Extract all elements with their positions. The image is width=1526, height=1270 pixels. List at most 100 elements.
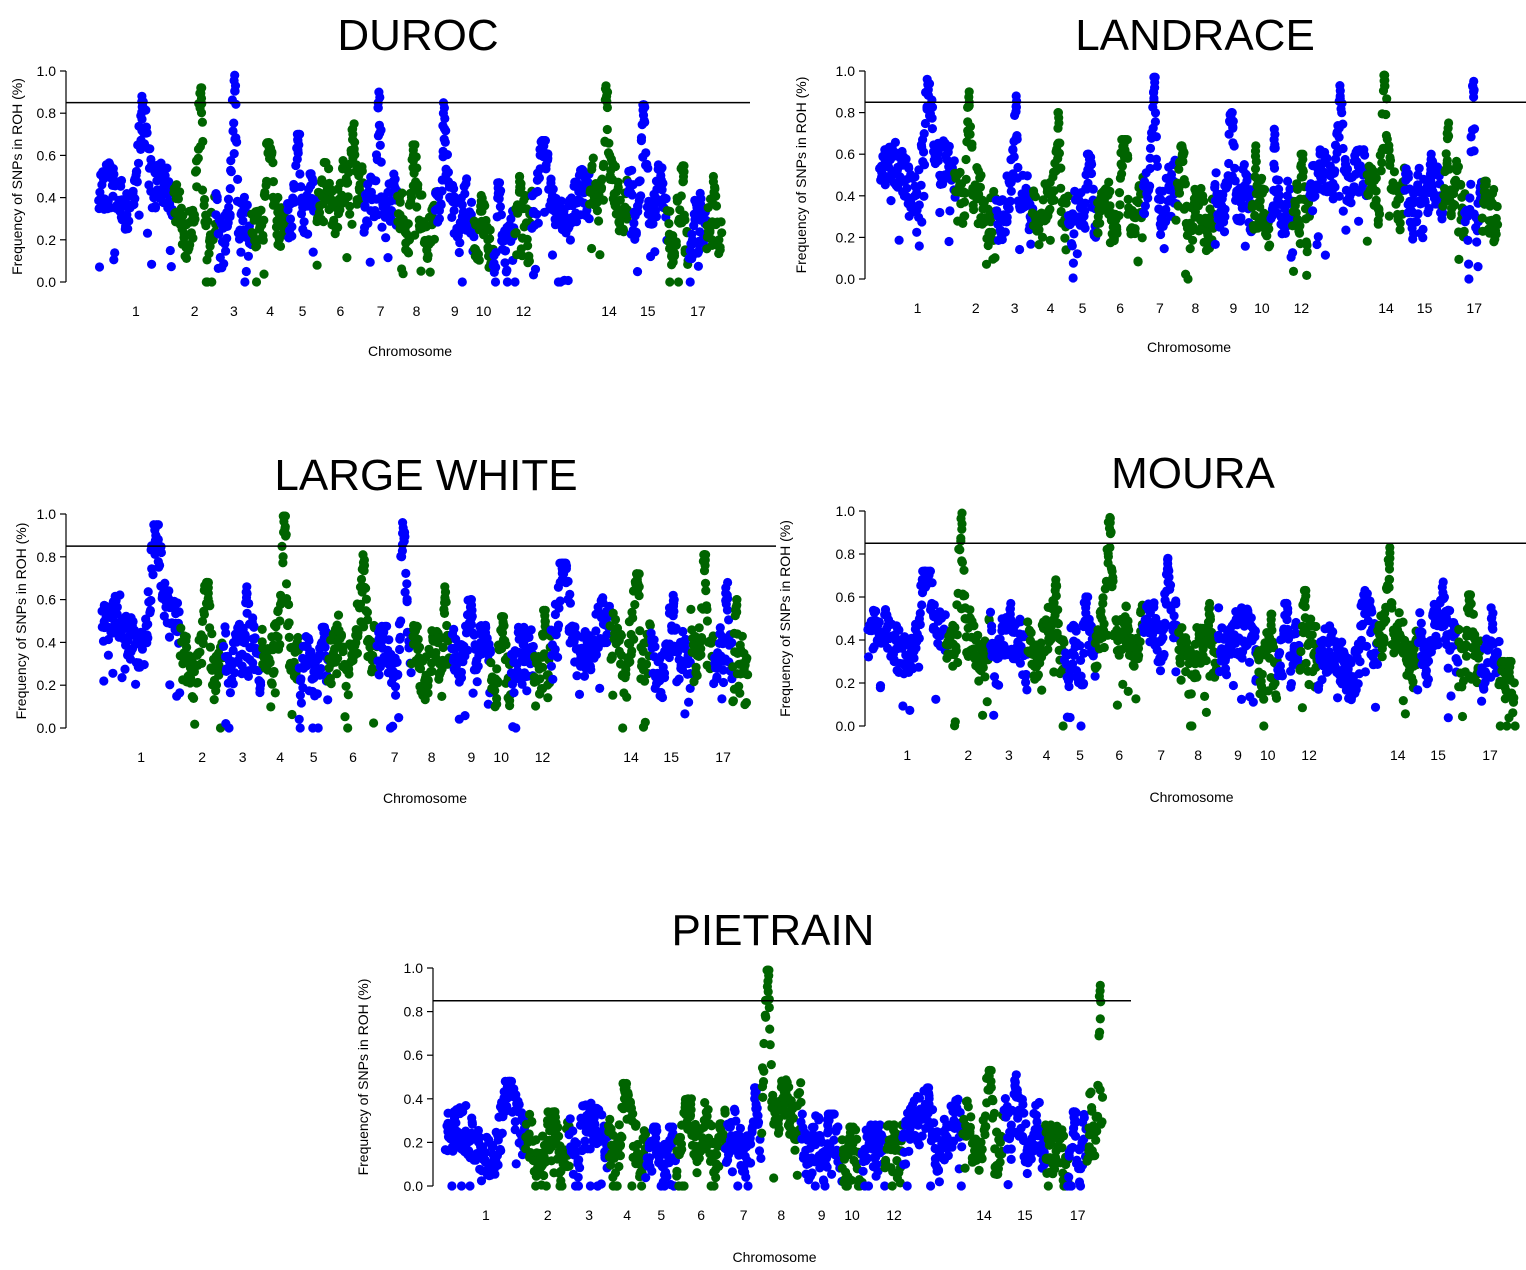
- snp-point: [225, 184, 235, 194]
- snp-point: [541, 164, 551, 174]
- x-tick-label: 7: [1156, 300, 1164, 316]
- y-tick-label: 0.4: [836, 188, 856, 204]
- snp-point: [657, 163, 667, 173]
- snp-point: [588, 153, 598, 163]
- snp-point: [553, 652, 563, 662]
- snp-point: [1056, 183, 1066, 193]
- snp-peak-point: [1228, 123, 1238, 133]
- snp-point: [961, 154, 971, 165]
- snp-point: [1155, 666, 1166, 676]
- snp-point: [1473, 262, 1483, 272]
- snp-peak-point: [197, 99, 207, 109]
- snp-point: [1403, 172, 1413, 183]
- snp-point: [287, 231, 297, 241]
- snp-point: [1371, 195, 1381, 205]
- snp-point: [441, 126, 451, 136]
- snp-point: [457, 200, 467, 210]
- snp-point: [1200, 691, 1210, 702]
- snp-point: [917, 217, 927, 227]
- snp-point: [565, 589, 575, 600]
- snp-point: [944, 236, 954, 247]
- snp-point: [1180, 179, 1190, 189]
- snp-point: [146, 595, 156, 606]
- snp-point: [1143, 193, 1153, 203]
- snp-point: [1230, 163, 1240, 173]
- snp-point: [454, 247, 464, 258]
- snp-point: [1384, 575, 1395, 585]
- snp-point: [241, 266, 251, 277]
- snp-point: [501, 640, 511, 650]
- snp-point: [510, 277, 520, 287]
- y-tick-label: 0.6: [836, 146, 856, 162]
- snp-point: [1053, 605, 1063, 615]
- snp-point: [919, 147, 929, 157]
- snp-point: [735, 688, 745, 698]
- snp-point: [164, 586, 174, 596]
- snp-point: [1469, 124, 1480, 134]
- snp-point: [1171, 599, 1181, 609]
- snp-point: [627, 646, 637, 656]
- snp-peak-point: [373, 103, 383, 113]
- snp-point: [945, 206, 955, 216]
- snp-point: [495, 202, 505, 212]
- snp-point: [914, 200, 924, 210]
- snp-point: [233, 174, 243, 184]
- snp-point: [701, 586, 711, 596]
- snp-point: [952, 630, 962, 640]
- snp-point: [641, 659, 652, 669]
- snp-point: [131, 679, 141, 689]
- snp-peak-point: [359, 566, 369, 576]
- snp-peak-point: [1282, 615, 1292, 625]
- snp-point: [491, 262, 501, 272]
- snp-point: [145, 605, 155, 616]
- snp-point: [270, 688, 280, 698]
- snp-point: [1185, 244, 1195, 254]
- snp-point: [1308, 206, 1318, 216]
- snp-point: [987, 621, 997, 631]
- snp-point: [382, 621, 392, 631]
- snp-point: [509, 688, 519, 698]
- snp-point: [727, 638, 737, 648]
- snp-point: [130, 194, 140, 204]
- snp-point: [296, 182, 306, 192]
- y-tick-label: 0.4: [836, 632, 856, 648]
- snp-point: [586, 665, 596, 675]
- snp-point: [1244, 657, 1255, 667]
- snp-point: [362, 607, 372, 617]
- snp-point: [437, 186, 447, 196]
- snp-point: [592, 206, 603, 216]
- y-tick-label: 1.0: [37, 63, 57, 79]
- snp-point: [692, 670, 702, 681]
- snp-point: [223, 194, 234, 204]
- snp-peak-point: [1238, 619, 1248, 629]
- snp-point: [1273, 175, 1284, 185]
- snp-point: [172, 598, 183, 608]
- snp-peak-point: [538, 151, 549, 162]
- snp-point: [1400, 709, 1410, 719]
- snp-point: [978, 710, 988, 720]
- snp-point: [1221, 670, 1232, 680]
- snp-point: [256, 205, 266, 215]
- snp-point: [196, 108, 207, 118]
- snp-peak-point: [137, 107, 147, 117]
- snp-point: [565, 235, 576, 245]
- snp-point: [643, 163, 653, 173]
- y-axis-title: Frequency of SNPs in ROH (%): [13, 523, 29, 720]
- snp-point: [108, 668, 118, 678]
- snp-point: [265, 658, 275, 668]
- snp-point: [679, 210, 689, 220]
- x-axis-title: Chromosome: [368, 343, 452, 359]
- snp-point: [178, 211, 188, 221]
- snp-point: [403, 219, 413, 229]
- snp-point: [1090, 671, 1100, 681]
- snp-point: [182, 642, 192, 653]
- snp-point: [394, 713, 404, 723]
- snp-point: [1337, 108, 1347, 118]
- snp-point: [1442, 155, 1452, 166]
- snp-point: [1454, 254, 1464, 264]
- y-tick-label: 0.4: [37, 190, 57, 206]
- x-tick-label: 15: [640, 303, 656, 319]
- snp-point: [460, 711, 470, 721]
- snp-point: [563, 275, 573, 286]
- snp-point: [376, 157, 386, 167]
